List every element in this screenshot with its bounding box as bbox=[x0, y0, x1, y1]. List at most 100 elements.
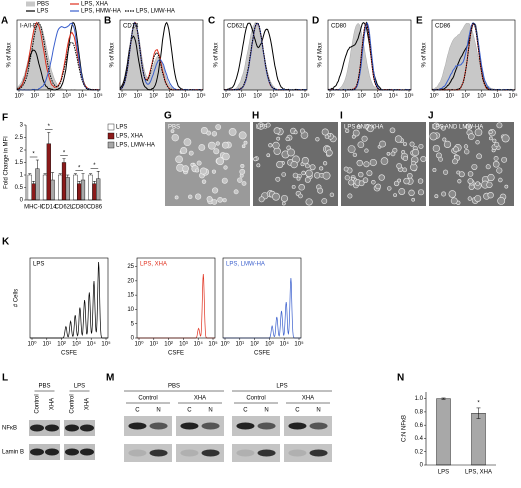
cell bbox=[409, 141, 415, 147]
band bbox=[201, 422, 220, 430]
cell bbox=[467, 133, 475, 140]
cell bbox=[180, 147, 188, 155]
panel-letter: J bbox=[428, 111, 434, 122]
panel-title: CD62L bbox=[227, 24, 246, 30]
panel-letter: G bbox=[164, 111, 172, 122]
cell bbox=[195, 193, 202, 200]
bar bbox=[88, 174, 93, 201]
cell bbox=[371, 180, 376, 185]
cell bbox=[492, 160, 500, 168]
cell bbox=[304, 176, 311, 183]
x-tick-label: 10¹ bbox=[30, 94, 39, 100]
histogram-curves bbox=[327, 21, 412, 91]
cell bbox=[198, 144, 206, 151]
y-axis-label: Fold Change in MFI bbox=[4, 136, 10, 189]
fraction-label: C bbox=[187, 408, 192, 414]
cell bbox=[432, 122, 440, 130]
cell bbox=[453, 146, 459, 153]
cell bbox=[504, 184, 509, 189]
cell bbox=[366, 170, 373, 177]
panel-letter: E bbox=[416, 16, 423, 27]
cell bbox=[280, 194, 289, 203]
x-tick-label: 10⁰ bbox=[429, 93, 439, 100]
cell bbox=[407, 172, 413, 179]
band bbox=[65, 424, 79, 432]
cell bbox=[369, 158, 377, 167]
cell bbox=[304, 163, 310, 169]
significance-star: * bbox=[477, 401, 480, 407]
cell bbox=[237, 177, 243, 183]
x-tick-label: 10² bbox=[357, 94, 366, 100]
legend-label: PBS bbox=[37, 2, 49, 8]
panel-title: CD14 bbox=[123, 24, 139, 30]
y-tick-label: 25 bbox=[127, 264, 134, 270]
cell bbox=[501, 134, 510, 143]
cell bbox=[361, 135, 368, 142]
cell bbox=[287, 148, 295, 157]
condition-label: Control bbox=[246, 396, 265, 402]
cell bbox=[292, 172, 299, 179]
y-tick-label: 0.6 bbox=[415, 423, 424, 429]
cell bbox=[273, 127, 281, 135]
cell bbox=[497, 196, 506, 205]
cell bbox=[199, 167, 207, 175]
y-tick-label: 1.5 bbox=[15, 160, 24, 166]
x-axis-label: CSFE bbox=[168, 351, 184, 357]
cell bbox=[441, 191, 447, 197]
y-tick-label: 0 bbox=[131, 336, 135, 342]
blot-strip bbox=[124, 416, 172, 436]
legend-swatch bbox=[107, 141, 115, 149]
legend-label: LPS, LMW-HA bbox=[136, 9, 175, 15]
y-tick-label: 3 bbox=[20, 123, 24, 129]
cell bbox=[432, 144, 440, 153]
cell bbox=[450, 197, 458, 205]
band bbox=[30, 424, 44, 432]
cell bbox=[222, 198, 227, 203]
cell bbox=[196, 160, 202, 166]
error-bar bbox=[89, 173, 93, 175]
band bbox=[45, 424, 59, 432]
cell bbox=[215, 141, 220, 146]
cell bbox=[240, 163, 245, 169]
bar bbox=[27, 174, 32, 201]
cell bbox=[228, 128, 237, 136]
error-bar bbox=[51, 172, 55, 180]
x-tick-label: 10⁰ bbox=[14, 93, 24, 100]
x-tick-label: 10⁴ bbox=[493, 93, 503, 100]
y-tick-label: 15 bbox=[127, 293, 134, 299]
cell bbox=[221, 141, 229, 149]
y-tick-label: 0.8 bbox=[415, 409, 424, 415]
x-tick-label: CD86 bbox=[87, 205, 103, 211]
x-tick-label: LPS bbox=[438, 470, 449, 476]
x-tick-label: MHC-II bbox=[24, 205, 43, 211]
cell bbox=[211, 169, 217, 174]
plot-frame bbox=[327, 19, 412, 91]
cell bbox=[429, 132, 438, 141]
cell bbox=[215, 124, 222, 130]
fraction-label: C bbox=[135, 408, 140, 414]
cell bbox=[257, 122, 265, 130]
cell bbox=[265, 122, 271, 128]
y-tick-label: 20 bbox=[127, 278, 134, 284]
bar bbox=[31, 183, 36, 201]
panel-title: CD86 bbox=[435, 24, 451, 30]
cell bbox=[305, 198, 313, 206]
cell bbox=[217, 196, 223, 203]
significance-star: * bbox=[32, 152, 35, 158]
cell bbox=[239, 168, 246, 175]
cell bbox=[293, 130, 298, 135]
x-tick-label: 10⁵ bbox=[196, 93, 206, 100]
legend-label: LPS bbox=[116, 125, 127, 131]
cell bbox=[442, 137, 447, 142]
significance-star: * bbox=[48, 124, 51, 130]
row-label: NFκB bbox=[2, 426, 17, 432]
bar bbox=[35, 168, 40, 201]
cell bbox=[411, 160, 416, 166]
cell bbox=[467, 171, 474, 177]
band bbox=[128, 422, 147, 430]
cell bbox=[221, 177, 228, 184]
micrograph-label: PBS bbox=[168, 125, 180, 131]
x-tick-label: 10³ bbox=[62, 94, 71, 100]
x-tick-label: 10² bbox=[164, 342, 173, 348]
